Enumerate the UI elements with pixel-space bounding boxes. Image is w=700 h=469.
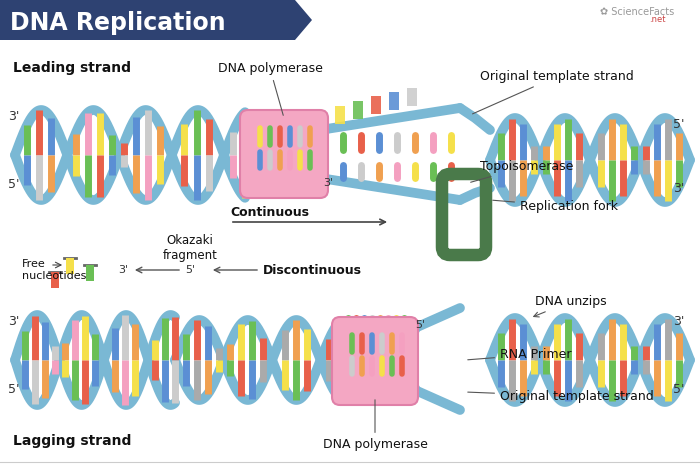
Text: 5': 5' bbox=[185, 265, 195, 275]
Bar bbox=[335, 106, 345, 124]
Bar bbox=[353, 101, 363, 119]
Text: Okazaki
fragment: Okazaki fragment bbox=[162, 234, 218, 263]
Text: Leading strand: Leading strand bbox=[13, 61, 131, 75]
FancyBboxPatch shape bbox=[240, 110, 328, 198]
Text: 3': 3' bbox=[673, 182, 685, 195]
Text: 5': 5' bbox=[8, 178, 20, 191]
Text: ✿ ScienceFacts: ✿ ScienceFacts bbox=[600, 7, 674, 17]
Text: Original template strand: Original template strand bbox=[473, 70, 634, 114]
Bar bbox=[51, 272, 59, 288]
Text: Replication fork: Replication fork bbox=[493, 200, 618, 213]
Text: Topoisomerase: Topoisomerase bbox=[470, 160, 573, 182]
Text: 3': 3' bbox=[323, 178, 333, 188]
Text: Free
nucleotides: Free nucleotides bbox=[22, 259, 86, 281]
Text: RNA Primer: RNA Primer bbox=[468, 348, 571, 361]
Bar bbox=[66, 258, 74, 274]
Text: DNA unzips: DNA unzips bbox=[533, 295, 607, 317]
Text: 5': 5' bbox=[673, 118, 685, 131]
Text: DNA Replication: DNA Replication bbox=[10, 11, 225, 35]
Text: Continuous: Continuous bbox=[230, 206, 309, 219]
Text: Original template strand: Original template strand bbox=[468, 390, 654, 403]
Bar bbox=[86, 265, 94, 281]
Text: .net: .net bbox=[649, 15, 666, 23]
Text: DNA polymerase: DNA polymerase bbox=[323, 400, 428, 451]
Bar bbox=[407, 88, 417, 106]
Text: 3': 3' bbox=[673, 315, 685, 328]
Text: 5': 5' bbox=[415, 320, 425, 330]
FancyBboxPatch shape bbox=[332, 317, 418, 405]
Text: 5': 5' bbox=[673, 383, 685, 396]
Text: 3': 3' bbox=[8, 110, 20, 123]
Text: 3': 3' bbox=[118, 265, 128, 275]
Text: Discontinuous: Discontinuous bbox=[263, 264, 362, 277]
Text: 5': 5' bbox=[8, 383, 20, 396]
Bar bbox=[371, 96, 381, 114]
Bar bbox=[389, 92, 399, 110]
Text: Lagging strand: Lagging strand bbox=[13, 434, 132, 448]
Text: DNA polymerase: DNA polymerase bbox=[218, 62, 323, 115]
Polygon shape bbox=[0, 0, 312, 40]
Text: 3': 3' bbox=[8, 315, 20, 328]
